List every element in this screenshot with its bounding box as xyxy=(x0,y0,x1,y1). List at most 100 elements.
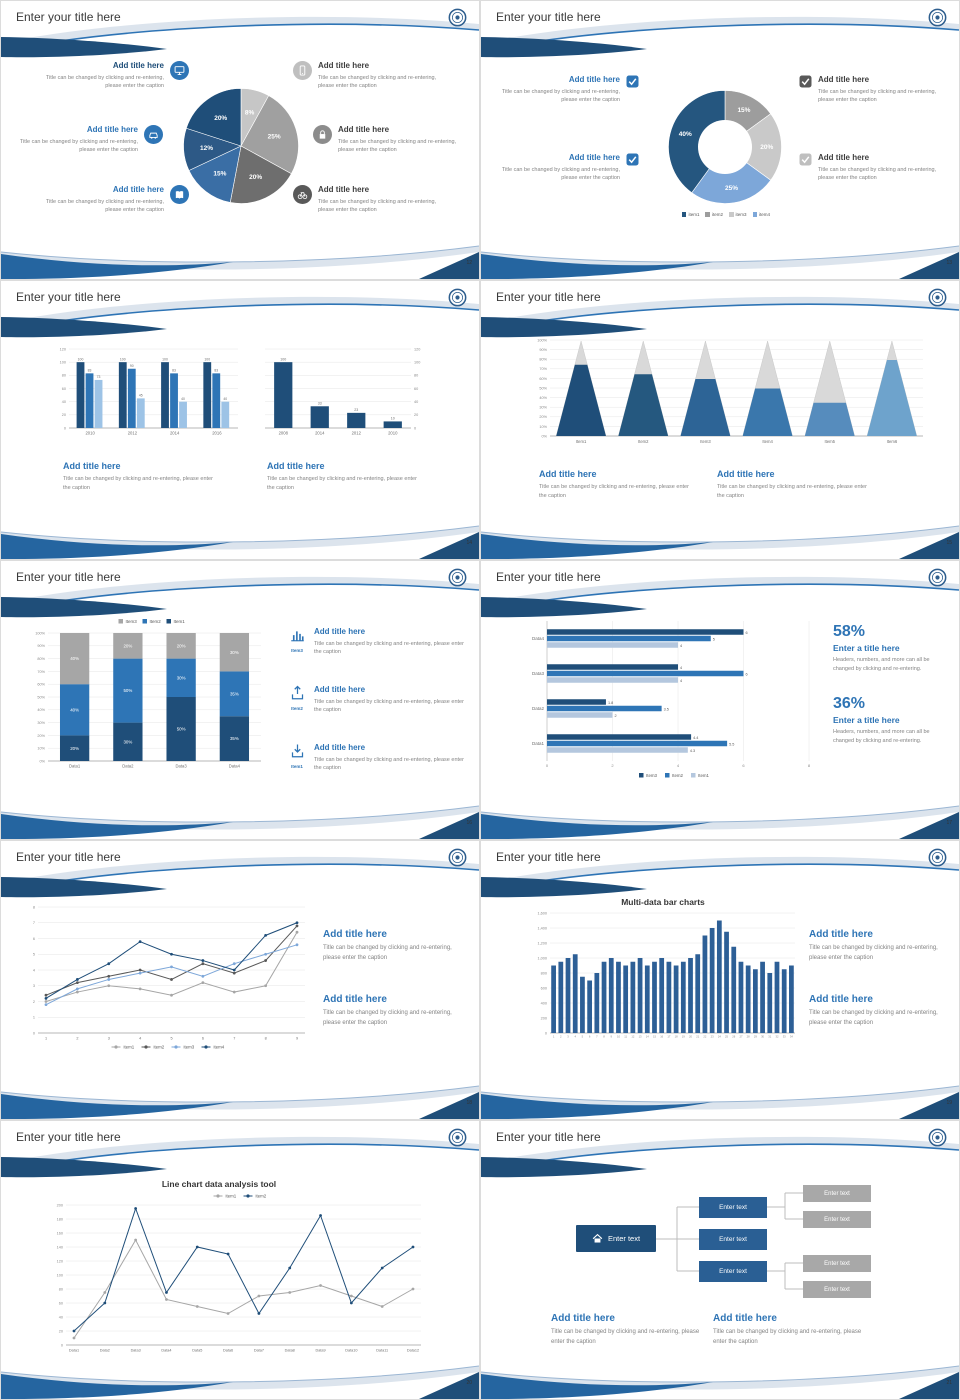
checkbox-icon xyxy=(799,75,812,88)
diagram-leaf-box[interactable]: Enter text xyxy=(803,1281,871,1298)
callout-title: Add title here xyxy=(318,185,370,194)
svg-text:2: 2 xyxy=(76,1037,78,1041)
svg-text:2012: 2012 xyxy=(128,431,138,436)
svg-text:60%: 60% xyxy=(37,683,45,687)
callout-title: Add title here xyxy=(112,185,164,194)
slide-17[interactable]: Enter your title here 17 0 2 4 6 8 Data4 6 5 4 Da… xyxy=(481,561,959,839)
caption-block: Add title here Title can be changed by c… xyxy=(323,994,471,1028)
caption-text: Title can be changed by clicking and re-… xyxy=(551,1329,700,1345)
svg-text:Item6: Item6 xyxy=(887,439,898,444)
svg-text:Data3: Data3 xyxy=(532,671,545,676)
caption-block: Add title here Title can be changed by c… xyxy=(539,469,714,500)
caption-title: Add title here xyxy=(713,1313,777,1324)
diagram-leaf-box[interactable]: Enter text xyxy=(803,1185,871,1202)
smartphone-icon xyxy=(293,61,312,80)
svg-text:Data1: Data1 xyxy=(69,764,81,769)
svg-text:Data12: Data12 xyxy=(407,1349,419,1353)
svg-text:21: 21 xyxy=(696,1035,699,1039)
diagram-node-box[interactable]: Enter text xyxy=(699,1229,767,1250)
caption-text: Title can be changed by clicking and re-… xyxy=(809,1010,938,1026)
svg-text:100: 100 xyxy=(78,357,84,361)
svg-text:80: 80 xyxy=(59,1287,63,1291)
diagram-leaf-box[interactable]: Enter text xyxy=(803,1211,871,1228)
diagram-leaf-box[interactable]: Enter text xyxy=(803,1255,871,1272)
svg-text:30%: 30% xyxy=(230,650,239,655)
slide-12[interactable]: Enter your title here 12 8% 25% 20% 15% 12% 2… xyxy=(1,1,479,279)
svg-text:50%: 50% xyxy=(539,386,547,390)
donut-chart: 15% 20% 25% 40% xyxy=(667,89,783,205)
svg-text:20: 20 xyxy=(59,1329,63,1333)
svg-text:7: 7 xyxy=(233,1037,235,1041)
svg-text:0%: 0% xyxy=(40,759,46,763)
caption-title: Add title here xyxy=(551,1313,615,1324)
svg-text:9: 9 xyxy=(296,1037,298,1041)
callout-title: Add title here xyxy=(818,75,870,84)
svg-text:100: 100 xyxy=(120,357,126,361)
diagram-node-box[interactable]: Enter text xyxy=(699,1197,767,1218)
page-number: 18 xyxy=(466,1100,472,1106)
slide-20[interactable]: Enter your title here 20 Line chart data… xyxy=(1,1121,479,1399)
svg-text:100: 100 xyxy=(414,361,420,365)
svg-text:4.4: 4.4 xyxy=(693,736,698,740)
svg-text:3: 3 xyxy=(567,1035,569,1039)
svg-text:1: 1 xyxy=(553,1035,555,1039)
callout-caption: Title can be changed by clicking and re-… xyxy=(318,74,437,90)
diagram-node-box[interactable]: Enter text xyxy=(699,1261,767,1282)
svg-text:200: 200 xyxy=(541,1016,547,1020)
caption-block: Add title here Title can be changed by c… xyxy=(267,461,435,492)
svg-text:4: 4 xyxy=(33,968,35,972)
svg-text:4: 4 xyxy=(677,763,680,768)
page-number: 16 xyxy=(466,820,472,826)
slide-13[interactable]: Enter your title here 13 15% 20% 25% 40% it… xyxy=(481,1,959,279)
svg-text:40%: 40% xyxy=(70,707,79,712)
svg-text:50%: 50% xyxy=(123,688,132,693)
svg-text:70%: 70% xyxy=(37,670,45,674)
diagram-root-box[interactable]: Enter text xyxy=(576,1225,656,1252)
svg-text:34: 34 xyxy=(790,1035,793,1039)
caption-title: Add title here xyxy=(314,743,366,752)
svg-text:40%: 40% xyxy=(37,708,45,712)
svg-text:8: 8 xyxy=(265,1037,267,1041)
slide-18[interactable]: Enter your title here 18 0 1 2 3 4 5 6 7 8 1 2 3 4 5 6… xyxy=(1,841,479,1119)
caption-title: Add title here xyxy=(314,685,366,694)
callout-check-2: Add title here Title can be changed by cl… xyxy=(491,153,639,183)
svg-text:90%: 90% xyxy=(539,348,547,352)
svg-text:160: 160 xyxy=(57,1231,63,1235)
svg-text:22: 22 xyxy=(703,1035,706,1039)
caption-title: Add title here xyxy=(314,627,366,636)
svg-text:4: 4 xyxy=(680,644,682,648)
svg-text:73: 73 xyxy=(97,375,101,379)
svg-text:80%: 80% xyxy=(37,657,45,661)
svg-text:Item2: Item2 xyxy=(150,619,162,624)
slide-title: Enter your title here xyxy=(496,10,601,24)
slide-21[interactable]: Enter your title here 21 Enter text Ente… xyxy=(481,1121,959,1399)
svg-text:item4: item4 xyxy=(214,1045,225,1050)
enter-text-label: Enter text xyxy=(719,1204,747,1211)
svg-text:32: 32 xyxy=(775,1035,778,1039)
svg-text:Data8: Data8 xyxy=(285,1349,295,1353)
bicycle-icon xyxy=(293,185,312,204)
svg-text:Data3: Data3 xyxy=(176,764,188,769)
svg-text:35%: 35% xyxy=(230,736,239,741)
slide-15[interactable]: Enter your title here 15 0% 10% 20% 30% 40% 5… xyxy=(481,281,959,559)
chart-title: Multi-data bar charts xyxy=(621,897,705,907)
svg-text:20: 20 xyxy=(62,413,66,417)
slide-16[interactable]: Enter your title here 16 0% 10% 20% 30% 40% 5… xyxy=(1,561,479,839)
svg-text:3: 3 xyxy=(33,984,35,988)
svg-text:3: 3 xyxy=(108,1037,110,1041)
svg-text:0%: 0% xyxy=(542,434,548,438)
slide-14[interactable]: Enter your title here 14 0 20 40 60 80 100 120… xyxy=(1,281,479,559)
monitor-icon xyxy=(170,61,189,80)
slide-title: Enter your title here xyxy=(496,1130,601,1144)
chart-legend: item1 item2 item3 item4 xyxy=(641,212,811,217)
svg-text:30%: 30% xyxy=(177,675,186,680)
svg-text:item1: item1 xyxy=(124,1045,135,1050)
svg-text:4: 4 xyxy=(574,1035,576,1039)
slide-19[interactable]: Enter your title here 19 Multi-data bar … xyxy=(481,841,959,1119)
svg-text:600: 600 xyxy=(541,986,547,990)
svg-text:12: 12 xyxy=(631,1035,634,1039)
svg-text:5: 5 xyxy=(33,953,35,957)
svg-text:83: 83 xyxy=(172,369,176,373)
checkbox-icon xyxy=(626,75,639,88)
svg-text:1,600: 1,600 xyxy=(537,911,547,915)
